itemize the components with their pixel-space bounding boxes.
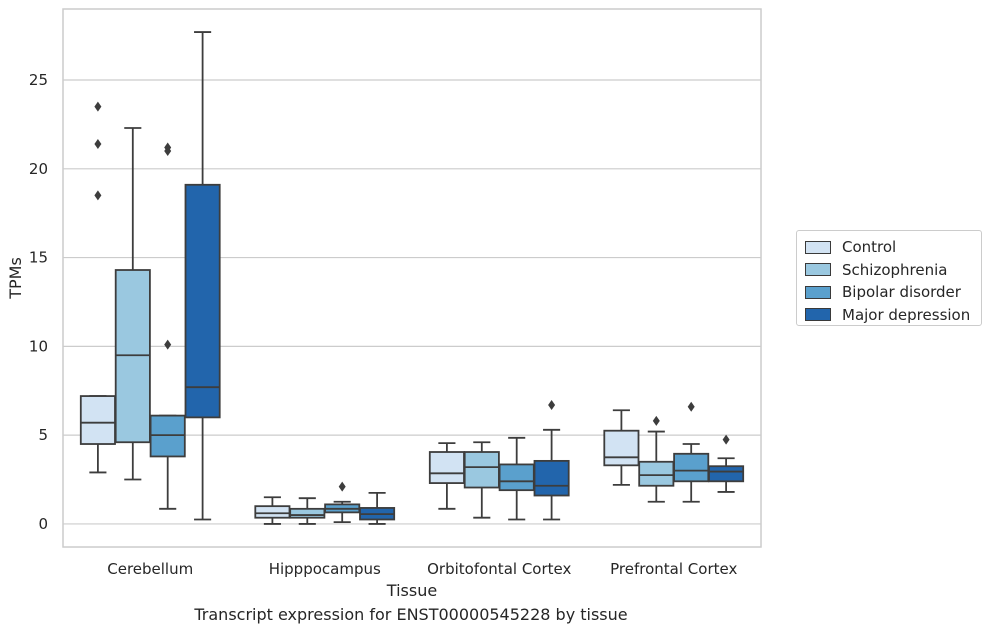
y-tick-label-10: 10 <box>29 337 48 355</box>
box-bipolar-disorder-cerebellum <box>149 142 186 510</box>
outlier-major-depression-prefrontal-cortex-0 <box>722 434 730 445</box>
box-body-bipolar-disorder-prefrontal-cortex <box>673 452 710 483</box>
outlier-schizophrenia-prefrontal-cortex-0 <box>652 415 660 426</box>
box-control-hipppocampus <box>254 496 291 525</box>
box-major-depression-cerebellum <box>184 31 221 521</box>
box-bipolar-disorder-orbitofontal-cortex <box>498 436 535 521</box>
x-tick-label-cerebellum: Cerebellum <box>107 560 193 578</box>
box-body-control-cerebellum <box>79 395 116 445</box>
box-body-schizophrenia-orbitofontal-cortex <box>463 451 500 489</box>
box-control-prefrontal-cortex <box>603 409 640 486</box>
box-major-depression-orbitofontal-cortex <box>533 399 570 521</box>
box-body-major-depression-orbitofontal-cortex <box>533 459 570 497</box>
outlier-bipolar-disorder-cerebellum-0 <box>164 339 172 350</box>
box-control-cerebellum <box>79 101 116 474</box>
legend-item-control: Control <box>805 236 981 259</box>
legend-item-bipolar-disorder: Bipolar disorder <box>805 281 981 304</box>
legend-swatch-bipolar-disorder <box>805 285 831 299</box>
y-tick-label-15: 15 <box>29 249 48 267</box>
chart-title: Transcript expression for ENST0000054522… <box>194 605 628 624</box>
outlier-bipolar-disorder-hipppocampus-0 <box>338 481 346 492</box>
plot-frame <box>62 8 762 548</box>
box-schizophrenia-cerebellum <box>114 127 151 481</box>
box-body-bipolar-disorder-orbitofontal-cortex <box>498 463 535 492</box>
box-body-control-orbitofontal-cortex <box>428 451 465 484</box>
outlier-bipolar-disorder-prefrontal-cortex-0 <box>687 401 695 412</box>
y-axis-label: TPMs <box>6 257 25 300</box>
box-body-control-prefrontal-cortex <box>603 429 640 467</box>
box-body-major-depression-cerebellum <box>184 183 221 419</box>
legend-label-schizophrenia: Schizophrenia <box>842 260 948 279</box>
outlier-bipolar-disorder-cerebellum-2 <box>164 142 172 153</box>
box-body-control-hipppocampus <box>254 505 291 519</box>
x-tick-labels: Cerebellum Hipppocampus Orbitofontal Corte… <box>107 560 737 578</box>
legend-swatch-schizophrenia <box>805 263 831 277</box>
y-tick-label-0: 0 <box>38 515 48 533</box>
legend-item-schizophrenia: Schizophrenia <box>805 259 981 282</box>
y-tick-label-20: 20 <box>29 160 48 178</box>
x-tick-label-hipppocampus: Hipppocampus <box>269 560 381 578</box>
y-tick-label-25: 25 <box>29 71 48 89</box>
outlier-control-cerebellum-0 <box>94 190 102 201</box>
box-schizophrenia-hipppocampus <box>289 497 326 525</box>
box-bipolar-disorder-hipppocampus <box>324 481 361 524</box>
legend-label-control: Control <box>842 238 897 257</box>
x-tick-label-prefrontal-cortex: Prefrontal Cortex <box>610 560 737 578</box>
box-schizophrenia-orbitofontal-cortex <box>463 441 500 519</box>
box-body-schizophrenia-prefrontal-cortex <box>638 460 675 487</box>
box-body-schizophrenia-hipppocampus <box>289 507 326 519</box>
outlier-control-cerebellum-1 <box>94 138 102 149</box>
box-major-depression-prefrontal-cortex <box>708 434 745 493</box>
y-tick-label-5: 5 <box>38 426 48 444</box>
legend-label-bipolar-disorder: Bipolar disorder <box>842 283 961 302</box>
box-control-orbitofontal-cortex <box>428 442 465 510</box>
box-major-depression-hipppocampus <box>359 491 396 525</box>
legend-label-major-depression: Major depression <box>842 305 971 324</box>
outlier-major-depression-orbitofontal-cortex-0 <box>548 399 556 410</box>
box-plot-marks <box>79 31 745 525</box>
box-bipolar-disorder-prefrontal-cortex <box>673 401 710 503</box>
box-schizophrenia-prefrontal-cortex <box>638 415 675 503</box>
y-tick-labels: 0 5 10 15 20 25 <box>29 71 48 533</box>
legend: Control Schizophrenia Bipolar disorder M… <box>796 230 982 326</box>
legend-swatch-control <box>805 240 831 254</box>
box-body-major-depression-prefrontal-cortex <box>708 465 745 483</box>
legend-item-major-depression: Major depression <box>805 304 981 327</box>
x-axis-label: Tissue <box>386 581 437 600</box>
outlier-control-cerebellum-2 <box>94 101 102 112</box>
x-tick-label-orbitofontal-cortex: Orbitofontal Cortex <box>427 560 571 578</box>
legend-swatch-major-depression <box>805 308 831 322</box>
